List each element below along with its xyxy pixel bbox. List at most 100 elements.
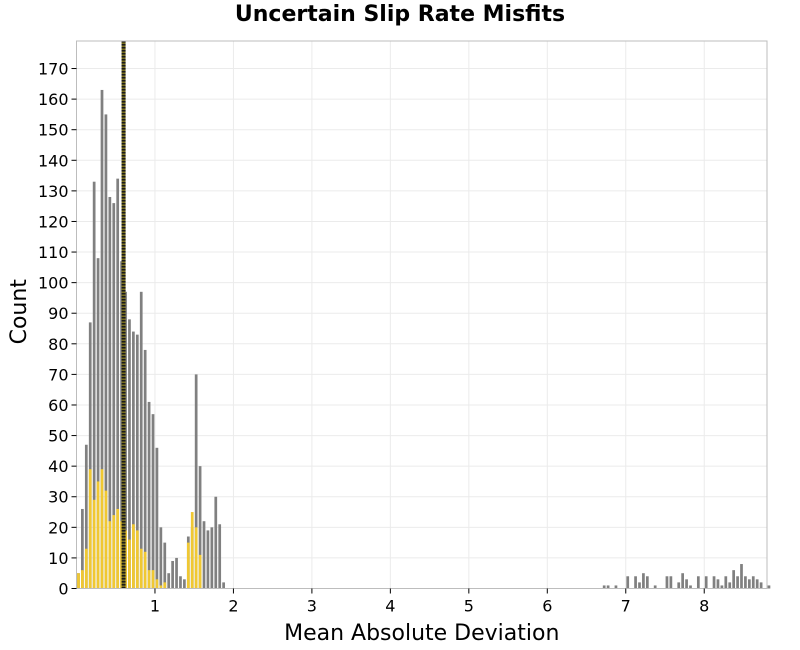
bar-all <box>606 585 610 589</box>
bar-all <box>218 524 222 589</box>
bar-all <box>736 576 739 589</box>
chart-title: Uncertain Slip Rate Misfits <box>234 2 566 27</box>
y-axis-ticks: 0 10 20 30 40 50 60 70 80 90 100 110 120 130 140 150 160… <box>38 60 77 599</box>
x-axis-ticks: 1 2 3 4 5 6 7 8 <box>150 588 709 616</box>
bar-all <box>179 576 182 589</box>
bars-subset-series <box>77 469 202 589</box>
bar-all <box>159 527 163 589</box>
bar-all <box>653 585 657 589</box>
y-tick-label: 20 <box>48 518 68 537</box>
bar-all <box>751 576 755 589</box>
bar-all <box>128 319 131 589</box>
bar-all <box>155 447 159 589</box>
bar-all <box>645 576 649 589</box>
bar-all <box>689 585 692 589</box>
bar-all <box>96 258 100 589</box>
bar-all <box>194 374 198 589</box>
y-axis-title: Count <box>7 279 32 345</box>
x-tick-label: 6 <box>542 597 552 616</box>
x-tick-label: 8 <box>699 597 709 616</box>
bar-all <box>135 334 139 589</box>
y-tick-label: 70 <box>48 365 68 384</box>
bar-all <box>104 114 108 589</box>
x-tick-label: 2 <box>228 597 238 616</box>
bar-all <box>116 178 120 589</box>
bar-all <box>147 401 151 589</box>
bar-all <box>222 582 225 589</box>
bar-all <box>198 466 202 589</box>
y-tick-label: 130 <box>38 182 69 201</box>
bar-subset <box>186 542 190 589</box>
bar-all <box>696 576 700 589</box>
y-tick-label: 50 <box>48 427 68 446</box>
bar-all <box>112 203 116 589</box>
bar-all <box>669 576 673 589</box>
x-tick-label: 1 <box>150 597 160 616</box>
x-tick-label: 3 <box>307 597 317 616</box>
bar-all <box>638 582 641 589</box>
bar-all <box>681 573 685 589</box>
bar-all <box>626 576 630 589</box>
bar-subset <box>104 490 108 589</box>
bar-all <box>724 576 728 589</box>
bar-all <box>720 585 724 589</box>
y-tick-label: 150 <box>38 121 69 140</box>
bar-subset <box>159 585 163 589</box>
bar-all <box>767 585 771 589</box>
bar-all <box>665 576 669 589</box>
gridlines <box>76 41 767 589</box>
bar-all <box>202 521 206 589</box>
bar-all <box>100 89 104 589</box>
bar-subset <box>147 570 151 589</box>
bar-subset <box>135 530 139 589</box>
bar-subset <box>96 481 100 589</box>
y-tick-label: 170 <box>38 60 69 79</box>
bar-all <box>210 527 214 589</box>
x-tick-label: 4 <box>385 597 395 616</box>
x-axis-title: Mean Absolute Deviation <box>284 621 559 646</box>
bar-all <box>740 564 743 589</box>
y-tick-label: 10 <box>48 549 68 568</box>
bar-all <box>716 579 720 589</box>
bar-subset <box>155 579 159 589</box>
bar-all <box>108 196 112 589</box>
bar-all <box>175 557 178 589</box>
bar-all <box>634 576 637 589</box>
bar-all <box>728 582 732 589</box>
y-tick-label: 100 <box>38 274 69 293</box>
bar-all <box>167 573 171 589</box>
bar-all <box>151 414 155 589</box>
bar-subset <box>108 521 112 589</box>
bar-all <box>677 582 681 589</box>
bar-subset <box>163 582 167 589</box>
bar-subset <box>143 551 147 589</box>
y-tick-label: 80 <box>48 335 68 354</box>
bar-all <box>88 322 92 589</box>
bar-subset <box>116 508 120 589</box>
plot-frame <box>76 40 768 589</box>
bar-all <box>732 570 736 589</box>
bar-subset <box>128 539 131 589</box>
bar-all <box>704 576 708 589</box>
bar-all <box>747 579 751 589</box>
y-tick-label: 110 <box>38 243 69 262</box>
bar-all <box>685 579 688 589</box>
y-tick-label: 120 <box>38 212 69 231</box>
bar-all <box>92 181 96 589</box>
bar-all <box>642 573 645 589</box>
x-tick-label: 5 <box>464 597 474 616</box>
bar-all <box>171 560 174 589</box>
bar-subset <box>81 570 84 589</box>
x-tick-label: 7 <box>621 597 631 616</box>
bar-subset <box>139 548 143 589</box>
y-tick-label: 30 <box>48 488 68 507</box>
bar-all <box>183 579 186 589</box>
bar-subset <box>132 524 135 589</box>
y-tick-label: 90 <box>48 304 68 323</box>
y-tick-label: 160 <box>38 90 69 109</box>
bar-all <box>614 585 618 589</box>
bar-subset <box>92 499 96 589</box>
bars-all-series <box>77 89 771 589</box>
bar-subset <box>84 548 88 589</box>
